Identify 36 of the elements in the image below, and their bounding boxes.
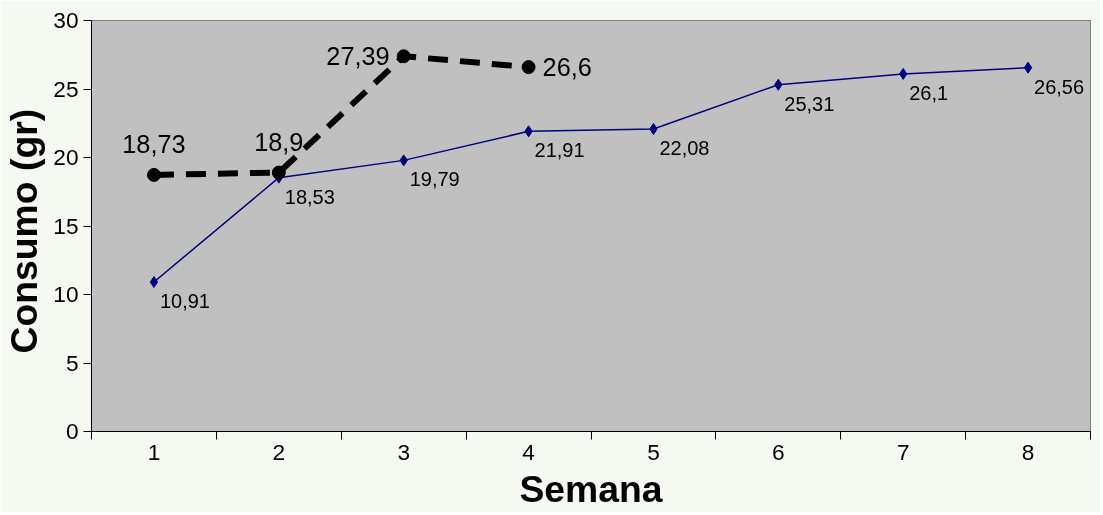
data-label: 18,73 <box>122 129 186 158</box>
data-label: 18,9 <box>254 127 304 156</box>
x-tick-label: 6 <box>772 438 785 465</box>
data-label: 10,91 <box>159 290 210 313</box>
point <box>649 123 658 135</box>
point <box>521 60 536 75</box>
point <box>1023 61 1033 74</box>
data-label: 19,79 <box>409 168 460 191</box>
x-tick-label: 7 <box>896 438 910 465</box>
x-tick-label: 4 <box>522 438 535 465</box>
point <box>146 167 161 182</box>
point <box>396 49 411 64</box>
x-tick-label: 8 <box>1021 438 1035 465</box>
data-label: 18,53 <box>284 185 335 208</box>
y-tick-label: 10 <box>53 281 79 307</box>
x-tick-label: 5 <box>647 438 660 465</box>
data-label: 22,08 <box>659 137 710 159</box>
x-tick-label: 3 <box>397 438 410 465</box>
y-axis-title: Consumo (gr) <box>3 108 46 354</box>
y-tick-label: 15 <box>53 212 79 239</box>
point <box>149 276 159 289</box>
data-label: 26,56 <box>1034 75 1085 98</box>
point <box>271 165 286 180</box>
data-label: 26,1 <box>909 81 949 104</box>
x-tick-label: 1 <box>147 438 161 465</box>
x-axis-title: Semana <box>519 467 663 510</box>
y-tick-label: 25 <box>53 75 79 102</box>
data-label: 26,6 <box>542 53 592 82</box>
data-label: 27,39 <box>326 42 390 71</box>
y-tick-label: 20 <box>53 144 79 170</box>
data-label: 25,31 <box>784 92 835 115</box>
y-tick-label: 5 <box>65 349 79 376</box>
data-label: 21,91 <box>534 139 585 162</box>
x-tick-label: 2 <box>272 438 286 465</box>
y-tick-label: 30 <box>53 7 79 33</box>
y-tick-label: 0 <box>65 418 79 444</box>
